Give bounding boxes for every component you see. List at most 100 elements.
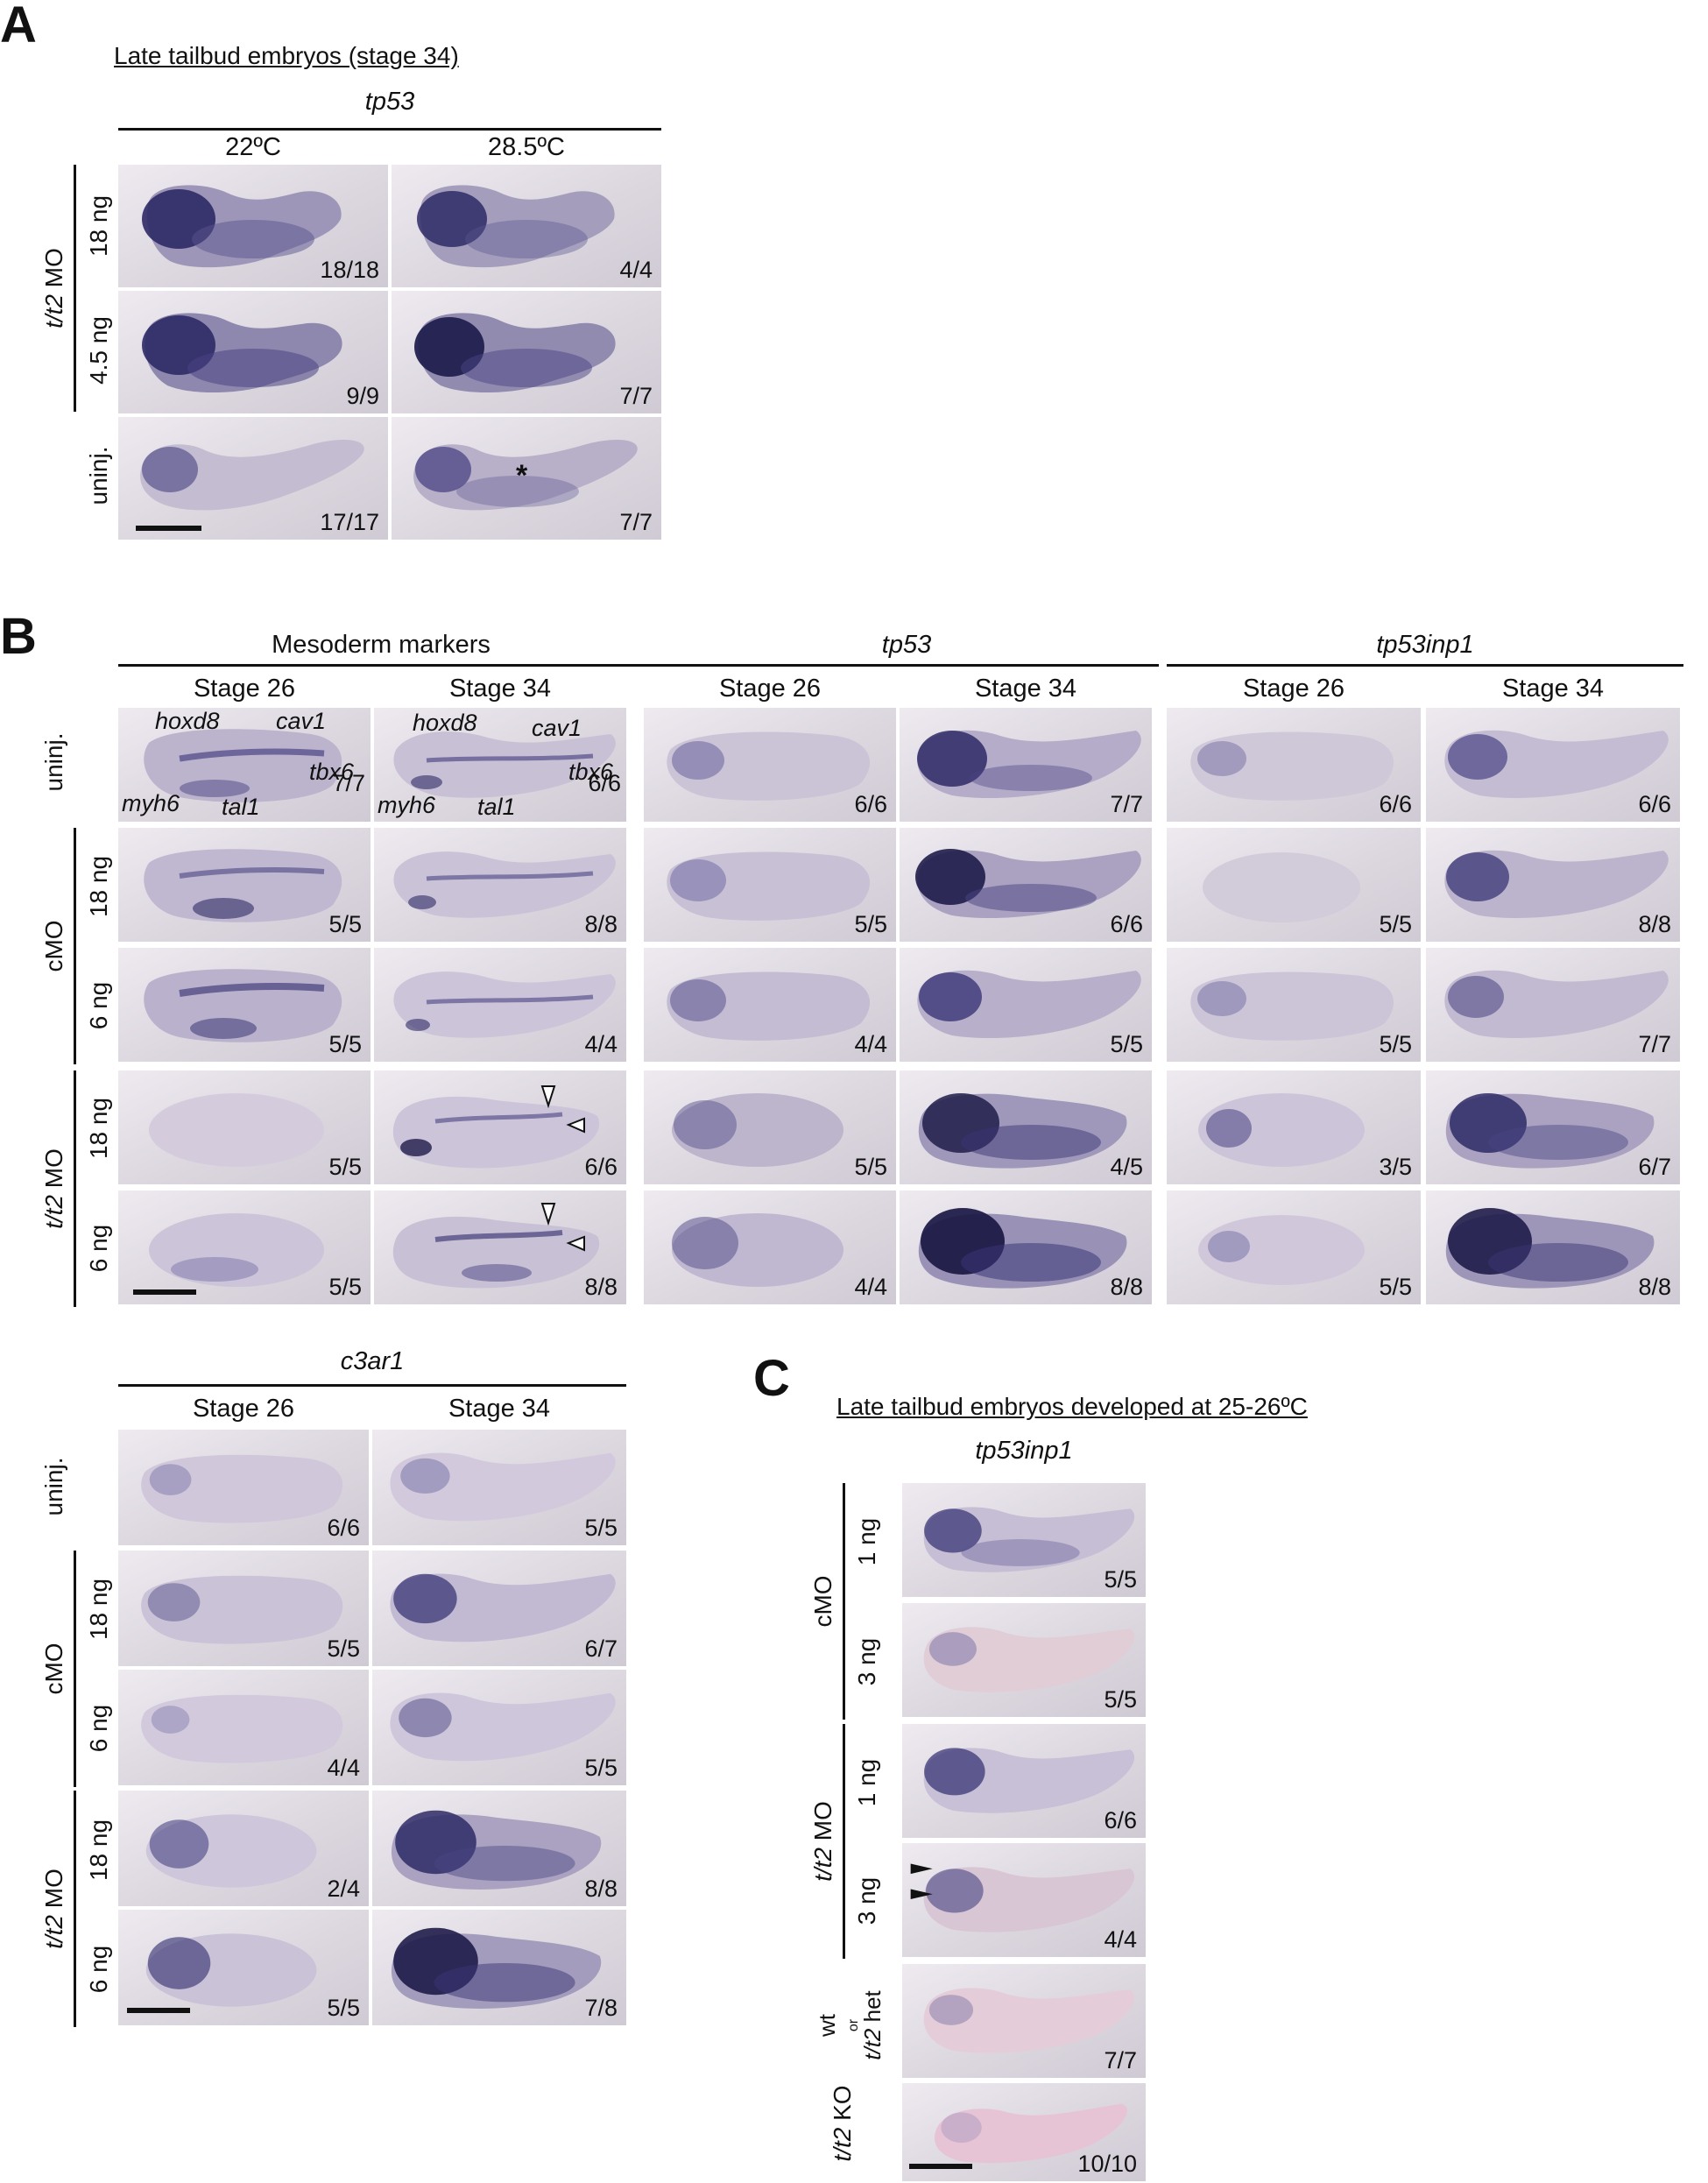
panel-b-group-rule: [1167, 664, 1683, 667]
ratio: 6/7: [584, 1635, 618, 1662]
panel-c-gene: tp53inp1: [975, 1437, 1073, 1465]
panel-b-group-mesoderm: Mesoderm markers: [272, 631, 491, 659]
stage-header: Stage 26: [718, 675, 822, 703]
panel-c-label: C: [753, 1350, 790, 1407]
ratio: 4/5: [1110, 1154, 1143, 1180]
ratio: 5/5: [584, 1515, 618, 1541]
c3ar1-image: 8/8: [372, 1791, 626, 1906]
ratio: 6/6: [327, 1515, 360, 1541]
ratio: 7/7: [1638, 1031, 1671, 1057]
panel-b-row-label: 6 ng: [85, 1224, 112, 1273]
panel-c-cmo-label: cMO: [809, 1575, 836, 1628]
panel-a-row-label-0: 18 ng: [85, 194, 112, 258]
panel-b-image: 8/8: [900, 1190, 1152, 1304]
c3ar1-tmo-bracket: [74, 1791, 76, 2027]
scale-bar: [136, 526, 201, 531]
stage-header: Stage 26: [192, 1395, 295, 1423]
ratio: 4/4: [1104, 1926, 1137, 1953]
panel-b-image: 3/5: [1167, 1070, 1421, 1184]
ratio: 7/7: [619, 509, 653, 535]
ratio: 2/4: [327, 1876, 360, 1902]
panel-a-image: 17/17: [118, 417, 388, 540]
panel-b-group-rule: [118, 664, 644, 667]
panel-c-image: 7/7: [902, 1964, 1146, 2078]
c3ar1-gene: c3ar1: [340, 1347, 405, 1375]
panel-b-image: 4/4: [644, 948, 896, 1062]
panel-b-image: 6/6: [1167, 708, 1421, 822]
stage-header: Stage 26: [1242, 675, 1345, 703]
panel-a-col-285: 28.5ºC: [488, 133, 565, 161]
scale-bar: [909, 2164, 972, 2169]
panel-c-tmo-bracket: [843, 1724, 845, 1959]
ratio: 8/8: [1638, 1274, 1671, 1300]
ratio: 8/8: [584, 1876, 618, 1902]
c3ar1-image: 5/5: [118, 1551, 369, 1666]
panel-b-tmo-bracket: [74, 1070, 76, 1307]
ratio: 6/6: [584, 1154, 618, 1180]
ratio: 6/6: [1379, 791, 1412, 817]
panel-b-image: 5/5: [1167, 828, 1421, 942]
panel-b-image: 6/6: [900, 828, 1152, 942]
ratio: 5/5: [328, 1274, 362, 1300]
panel-b-image: 5/5: [644, 1070, 896, 1184]
c3ar1-image: 5/5: [372, 1670, 626, 1785]
panel-c-row-label: 3 ng: [853, 1876, 880, 1925]
panel-b-image: 8/8: [374, 1190, 626, 1304]
c3ar1-cmo-label: cMO: [40, 1643, 67, 1695]
panel-c-image: 5/5: [902, 1483, 1146, 1597]
panel-c-wt-het-label: wt or t/t2 het: [814, 1990, 886, 2060]
scale-bar: [133, 1289, 196, 1295]
panel-a-image: * 7/7: [392, 417, 661, 540]
panel-b-image: 5/5: [118, 828, 371, 942]
panel-b-tmo-label: t/t2 MO: [40, 1148, 67, 1229]
ratio: 5/5: [328, 911, 362, 937]
panel-c-image: 6/6: [902, 1724, 1146, 1838]
panel-c-image: 10/10: [902, 2083, 1146, 2181]
ratio: 5/5: [584, 1755, 618, 1781]
marker-label: myh6: [378, 792, 436, 818]
panel-b-group-rule: [644, 664, 1159, 667]
stage-header: Stage 34: [448, 675, 552, 703]
c3ar1-row-label: 18 ng: [85, 1578, 112, 1641]
c3ar1-rule: [118, 1384, 626, 1387]
ratio: 5/5: [1379, 1031, 1412, 1057]
panel-b-cmo-bracket: [74, 828, 76, 1064]
panel-a-row-label-2: uninj.: [85, 446, 112, 505]
ratio: 7/7: [332, 770, 365, 796]
ratio: 5/5: [328, 1154, 362, 1180]
marker-label: hoxd8: [413, 710, 477, 736]
ratio: 6/6: [1638, 791, 1671, 817]
ratio: 9/9: [346, 383, 379, 409]
panel-a-gene-rule: [118, 128, 661, 131]
ratio: 8/8: [584, 911, 618, 937]
ratio: 5/5: [1379, 1274, 1412, 1300]
ratio: 8/8: [584, 1274, 618, 1300]
c3ar1-image: 2/4: [118, 1791, 369, 1906]
ratio: 5/5: [854, 911, 887, 937]
panel-a-label: A: [0, 0, 37, 53]
panel-b-image: 6/6: [374, 1070, 626, 1184]
panel-b-image: 5/5: [900, 948, 1152, 1062]
panel-c-row-label: 1 ng: [853, 1758, 880, 1807]
ratio: 7/7: [619, 383, 653, 409]
ratio: 4/4: [854, 1031, 887, 1057]
c3ar1-cmo-bracket: [74, 1551, 76, 1787]
marker-label: cav1: [276, 708, 327, 734]
c3ar1-tmo-label: t/t2 MO: [40, 1869, 67, 1949]
panel-b-label: B: [0, 608, 37, 665]
panel-b-image: 5/5: [118, 1190, 371, 1304]
ratio: 4/4: [619, 257, 653, 283]
ratio: 6/6: [588, 770, 621, 796]
panel-b-row-label: 18 ng: [85, 1097, 112, 1160]
stage-header: Stage 34: [448, 1395, 551, 1423]
panel-b-cmo-label: cMO: [40, 920, 67, 972]
ratio: 8/8: [1638, 911, 1671, 937]
panel-b-image: 4/5: [900, 1070, 1152, 1184]
panel-b-image: 8/8: [1426, 828, 1680, 942]
ratio: 6/6: [854, 791, 887, 817]
ratio: 6/6: [1110, 911, 1143, 937]
panel-a-image: 18/18: [118, 165, 388, 287]
panel-c-row-label: 3 ng: [853, 1637, 880, 1686]
c3ar1-row-label: 6 ng: [85, 1704, 112, 1753]
c3ar1-image: 6/6: [118, 1430, 369, 1545]
